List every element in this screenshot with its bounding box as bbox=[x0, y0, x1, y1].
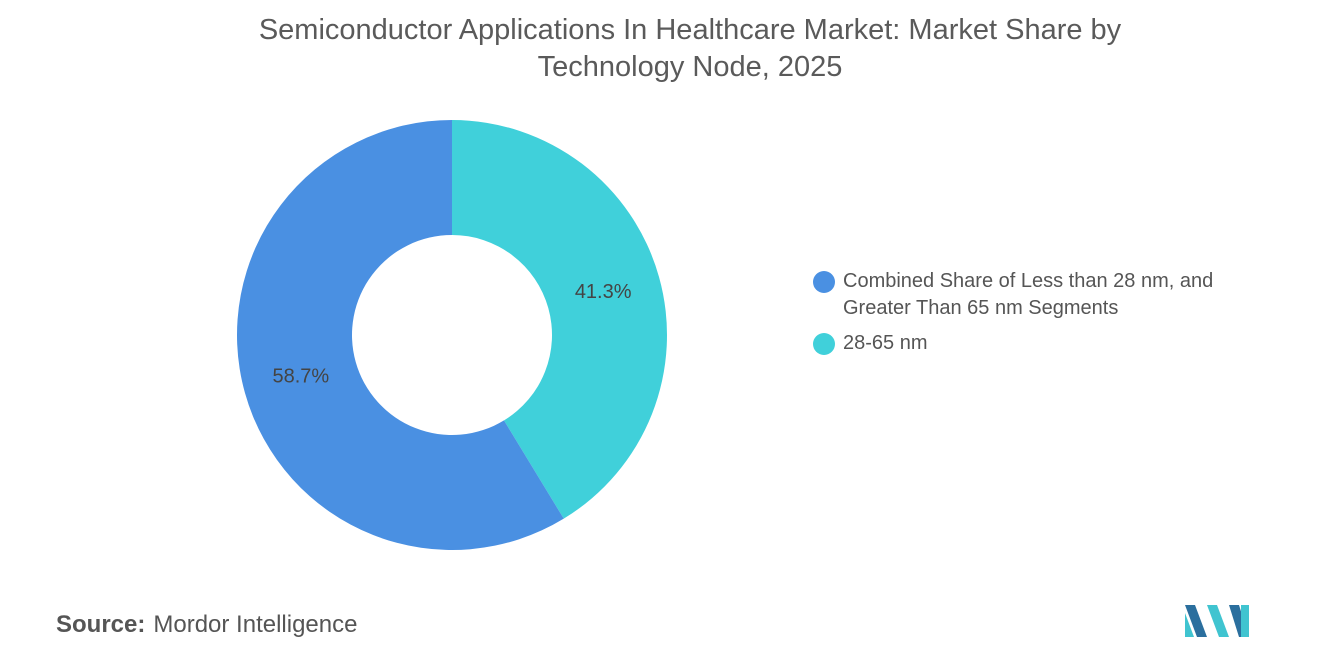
data-label: 58.7% bbox=[272, 366, 329, 388]
donut-slice bbox=[237, 120, 564, 550]
logo bbox=[1185, 605, 1249, 637]
legend-item: Combined Share of Less than 28 nm, and G… bbox=[813, 268, 1273, 322]
legend-label: Combined Share of Less than 28 nm, and G… bbox=[843, 270, 1214, 319]
donut-slice bbox=[452, 120, 667, 519]
chart-title: Semiconductor Applications In Healthcare… bbox=[258, 14, 1122, 83]
legend: Combined Share of Less than 28 nm, and G… bbox=[813, 268, 1273, 365]
legend-label: 28-65 nm bbox=[843, 332, 928, 354]
source-text: Mordor Intelligence bbox=[153, 611, 358, 638]
source-label: Source: bbox=[56, 611, 146, 638]
data-label: 41.3% bbox=[575, 281, 632, 303]
legend-item: 28-65 nm bbox=[813, 330, 1273, 357]
legend-swatch bbox=[813, 333, 835, 355]
source: Source: Mordor Intelligence bbox=[56, 611, 357, 639]
legend-swatch bbox=[813, 271, 835, 293]
